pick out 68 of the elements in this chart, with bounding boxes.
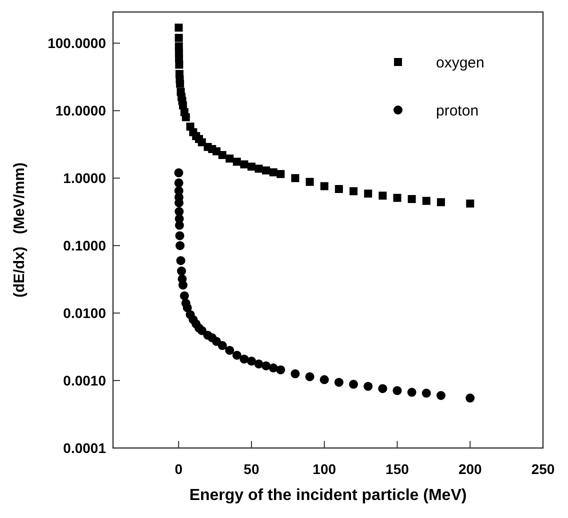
y-tick-label: 0.0100 <box>63 304 106 321</box>
point <box>218 341 227 350</box>
point <box>320 182 328 190</box>
point <box>422 196 430 205</box>
point <box>407 388 416 397</box>
point <box>218 151 226 160</box>
point <box>226 154 234 163</box>
point <box>178 280 188 290</box>
x-tick-label: 0 <box>174 461 183 477</box>
point <box>174 24 183 32</box>
point <box>254 359 264 368</box>
point <box>334 185 343 194</box>
point <box>176 256 186 266</box>
point <box>306 178 314 186</box>
point <box>276 170 285 178</box>
point <box>276 365 286 374</box>
point <box>175 60 184 69</box>
y-axis-title: (dE/dx) (MeV/mm) <box>11 162 28 298</box>
y-tick-label: 1.0000 <box>63 170 106 186</box>
x-tick-label: 150 <box>386 461 410 477</box>
x-tick-label: 200 <box>458 461 482 477</box>
point <box>466 394 475 403</box>
point <box>174 178 184 188</box>
x-tick-label: 250 <box>531 461 555 477</box>
point <box>176 80 184 88</box>
point <box>182 113 190 122</box>
point <box>182 303 192 312</box>
point <box>436 198 445 206</box>
y-tick-label: 0.1000 <box>63 238 106 254</box>
point <box>174 168 184 178</box>
point <box>320 375 329 384</box>
point <box>378 384 388 394</box>
point <box>177 266 186 276</box>
y-tick-label: 0.0001 <box>63 440 106 456</box>
legend-label: oxygen <box>436 54 484 72</box>
y-tick-label: 10.0000 <box>55 102 106 119</box>
point <box>240 354 249 364</box>
point <box>225 346 234 355</box>
y-tick-label: 100.0000 <box>48 35 106 52</box>
point <box>378 192 387 200</box>
point <box>176 241 185 250</box>
point <box>350 187 358 196</box>
point <box>268 363 278 372</box>
x-tick-label: 100 <box>312 461 336 477</box>
y-tick-label: 0.0010 <box>63 372 106 388</box>
x-axis-title: Energy of the incident particle (MeV) <box>189 487 467 504</box>
point <box>197 326 206 336</box>
point <box>175 231 184 240</box>
point <box>290 369 300 378</box>
legend-label: proton <box>436 102 479 120</box>
point <box>364 190 372 198</box>
point <box>180 291 189 300</box>
point <box>174 34 183 42</box>
point <box>349 380 358 389</box>
point <box>305 372 314 382</box>
point <box>466 200 474 208</box>
point <box>246 356 256 366</box>
point <box>262 361 271 370</box>
point <box>364 382 373 391</box>
point <box>408 195 416 204</box>
point <box>291 174 300 182</box>
point <box>393 194 402 202</box>
point <box>232 350 242 360</box>
point <box>392 386 402 396</box>
point <box>436 391 446 400</box>
point <box>334 378 344 387</box>
x-tick-label: 50 <box>244 461 260 477</box>
point <box>422 388 431 398</box>
